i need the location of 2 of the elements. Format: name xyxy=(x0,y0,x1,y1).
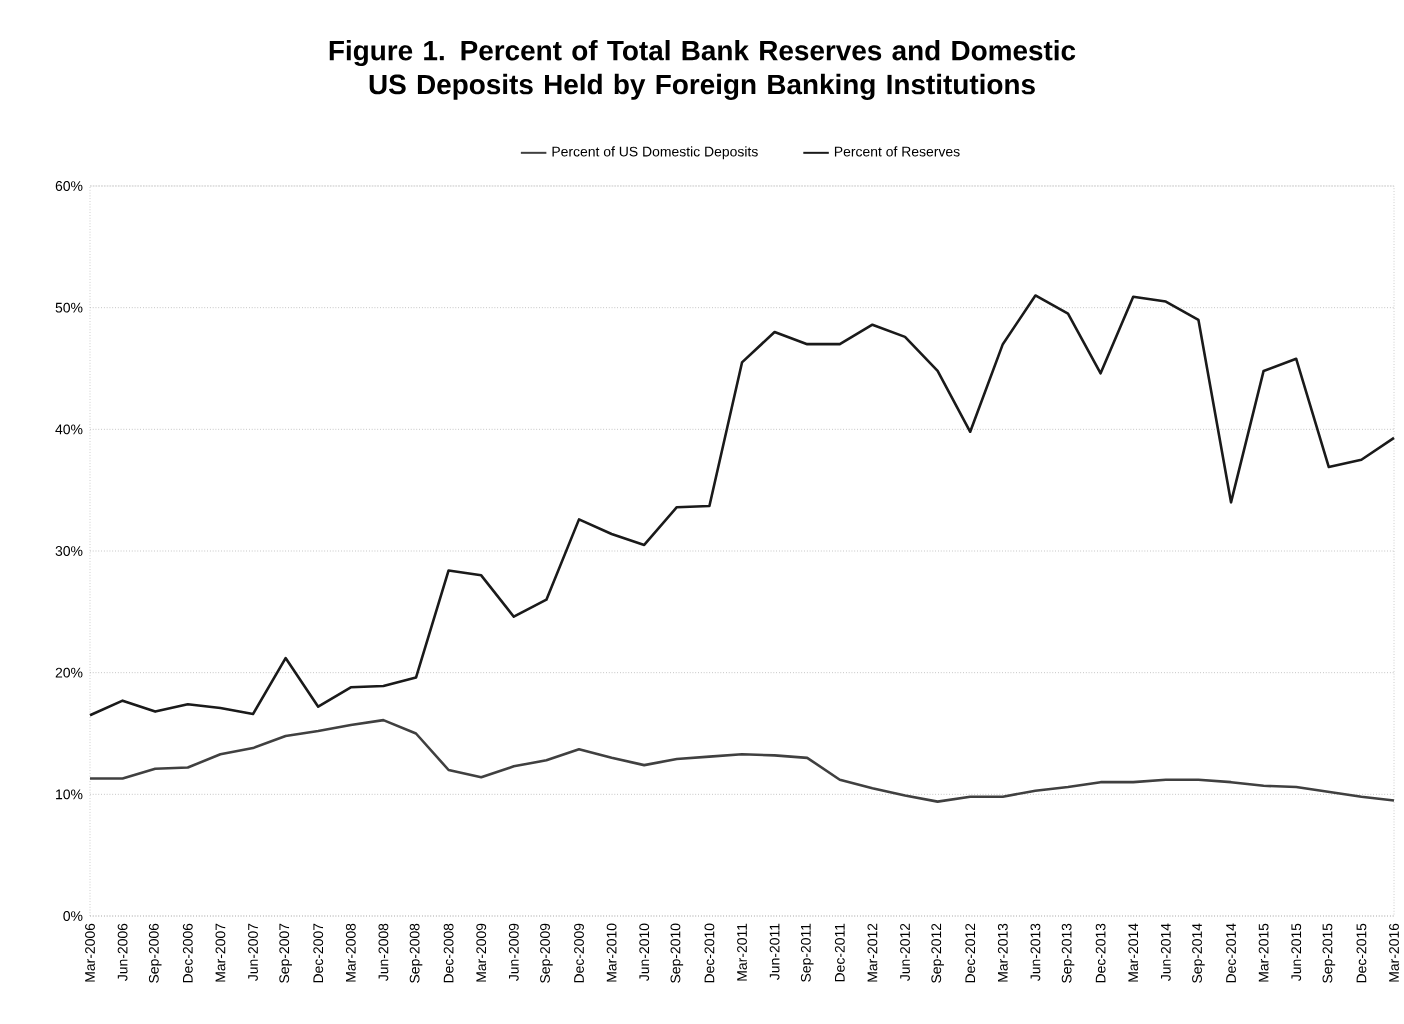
chart-title: Figure 1. Percent of Total Bank Reserves and Domestic US Deposits Held by Foreign Banking Institutions xyxy=(329,39,1076,100)
line-series xyxy=(88,294,1396,717)
